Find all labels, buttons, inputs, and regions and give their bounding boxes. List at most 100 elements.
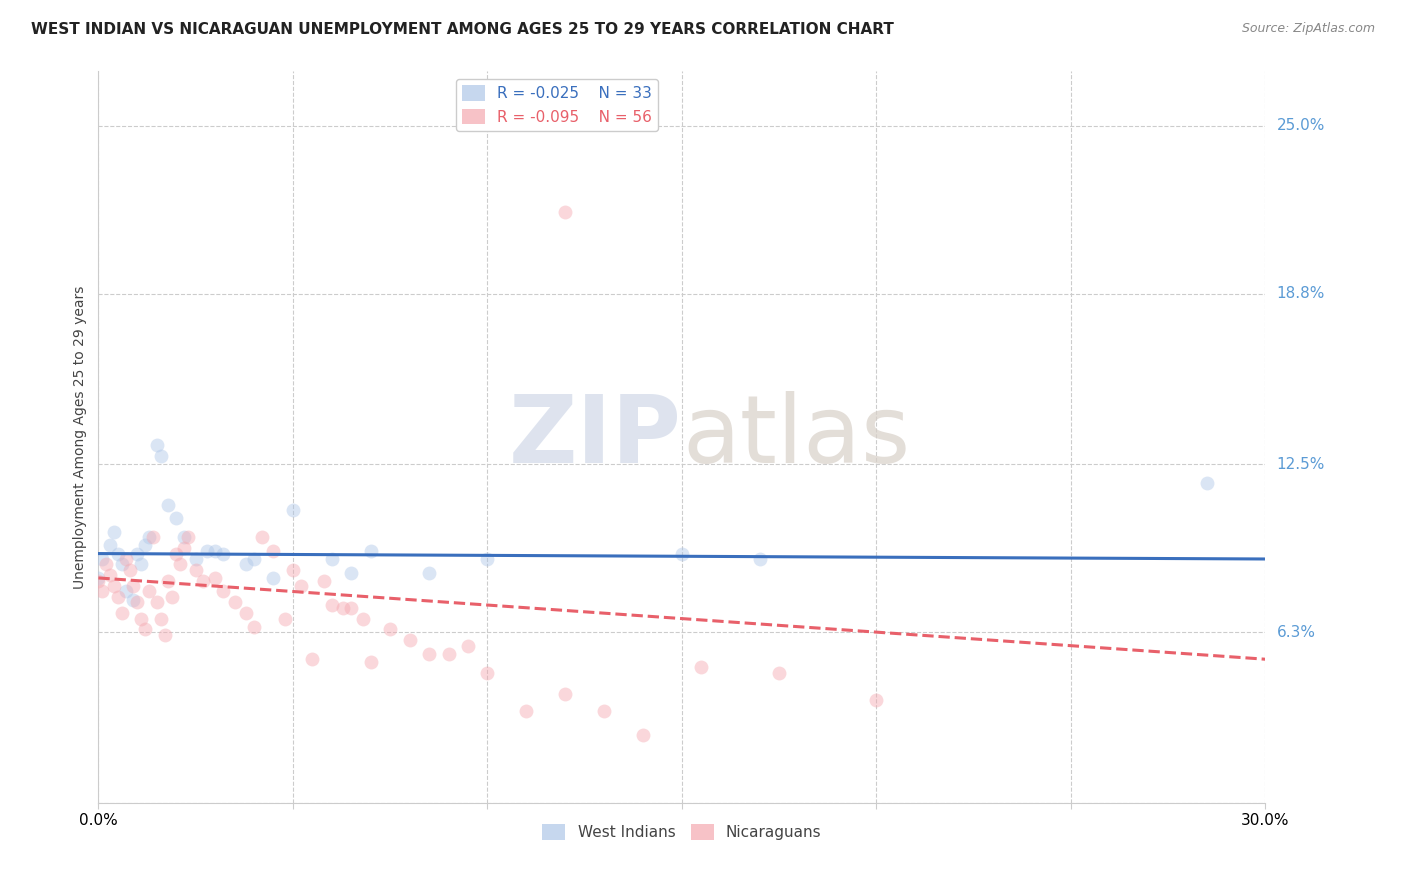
Point (98, 568, 121, 582)
Point (107, 547, 129, 561)
Point (169, 558, 191, 572)
Text: ZIP: ZIP (509, 391, 682, 483)
Point (235, 606, 257, 620)
Point (477, 665, 499, 680)
Text: atlas: atlas (682, 391, 910, 483)
Point (262, 544, 284, 558)
Point (98, 538, 121, 552)
Point (290, 579, 312, 593)
Point (138, 530, 160, 544)
Text: 12.5%: 12.5% (1277, 457, 1324, 472)
Point (111, 606, 134, 620)
Point (138, 584, 160, 599)
Point (114, 584, 136, 599)
Point (146, 595, 169, 609)
Point (281, 563, 304, 577)
Point (360, 544, 382, 558)
Point (91, 552, 114, 566)
Point (243, 552, 266, 566)
Text: 6.3%: 6.3% (1277, 624, 1316, 640)
Point (1195, 476, 1218, 491)
Point (157, 498, 180, 512)
Point (157, 574, 180, 588)
Point (340, 566, 363, 580)
Point (149, 449, 172, 463)
Point (153, 628, 176, 642)
Point (321, 598, 343, 612)
Point (360, 655, 382, 669)
Point (865, 693, 887, 707)
Point (398, 633, 420, 648)
Point (134, 538, 156, 552)
Point (212, 584, 235, 599)
Point (457, 639, 479, 653)
Point (301, 652, 323, 666)
Point (122, 579, 145, 593)
Point (149, 611, 172, 625)
Point (477, 552, 499, 566)
Point (195, 544, 218, 558)
Point (274, 611, 297, 625)
Point (107, 590, 129, 604)
Point (184, 552, 207, 566)
Point (122, 592, 145, 607)
Point (118, 563, 141, 577)
Text: 18.8%: 18.8% (1277, 286, 1324, 301)
Point (262, 571, 284, 585)
Point (321, 552, 343, 566)
Point (690, 660, 713, 674)
Point (312, 574, 335, 588)
Point (418, 647, 440, 661)
Point (224, 595, 246, 609)
Point (250, 530, 273, 544)
Point (87, 574, 110, 588)
Point (114, 552, 136, 566)
Point (127, 547, 149, 561)
Point (134, 623, 156, 637)
Point (332, 600, 354, 615)
Point (162, 590, 184, 604)
Point (212, 547, 235, 561)
Point (129, 558, 152, 572)
Text: WEST INDIAN VS NICARAGUAN UNEMPLOYMENT AMONG AGES 25 TO 29 YEARS CORRELATION CHA: WEST INDIAN VS NICARAGUAN UNEMPLOYMENT A… (31, 22, 894, 37)
Point (748, 552, 770, 566)
Text: 25.0%: 25.0% (1277, 118, 1324, 133)
Point (418, 566, 440, 580)
Point (352, 611, 374, 625)
Point (204, 571, 226, 585)
Point (146, 438, 169, 452)
Point (515, 704, 537, 718)
Point (243, 620, 266, 634)
Legend: West Indians, Nicaraguans: West Indians, Nicaraguans (536, 818, 828, 847)
Point (96, 558, 118, 572)
Point (204, 544, 226, 558)
Point (554, 205, 576, 219)
Point (87, 571, 110, 585)
Point (165, 547, 187, 561)
Point (235, 558, 257, 572)
Point (127, 595, 149, 609)
Point (173, 530, 195, 544)
Point (165, 511, 187, 525)
Point (173, 541, 195, 556)
Point (193, 574, 215, 588)
Point (142, 530, 165, 544)
Text: Source: ZipAtlas.com: Source: ZipAtlas.com (1241, 22, 1375, 36)
Point (184, 563, 207, 577)
Point (631, 728, 654, 742)
Point (671, 547, 693, 561)
Y-axis label: Unemployment Among Ages 25 to 29 years: Unemployment Among Ages 25 to 29 years (73, 285, 87, 589)
Point (103, 579, 125, 593)
Point (768, 665, 790, 680)
Point (437, 647, 460, 661)
Point (593, 704, 616, 718)
Point (281, 503, 304, 517)
Point (177, 530, 200, 544)
Point (340, 600, 363, 615)
Point (91, 584, 114, 599)
Point (129, 611, 152, 625)
Point (380, 623, 402, 637)
Point (103, 524, 125, 539)
Point (554, 688, 576, 702)
Point (111, 558, 134, 572)
